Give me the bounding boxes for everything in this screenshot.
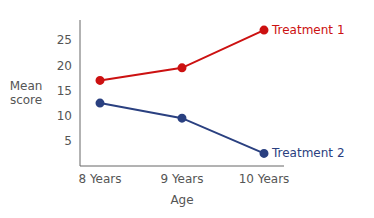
svg-text:20: 20 — [57, 59, 72, 73]
svg-text:9 Years: 9 Years — [160, 172, 203, 186]
svg-text:25: 25 — [57, 33, 72, 47]
svg-text:Treatment 2: Treatment 2 — [271, 146, 345, 160]
svg-text:15: 15 — [57, 84, 72, 98]
svg-text:Age: Age — [170, 193, 193, 207]
svg-text:Treatment 1: Treatment 1 — [271, 23, 345, 37]
svg-text:5: 5 — [64, 134, 72, 148]
svg-text:10: 10 — [57, 109, 72, 123]
svg-text:Meanscore: Meanscore — [10, 79, 43, 107]
svg-text:8 Years: 8 Years — [78, 172, 121, 186]
svg-text:10 Years: 10 Years — [239, 172, 290, 186]
